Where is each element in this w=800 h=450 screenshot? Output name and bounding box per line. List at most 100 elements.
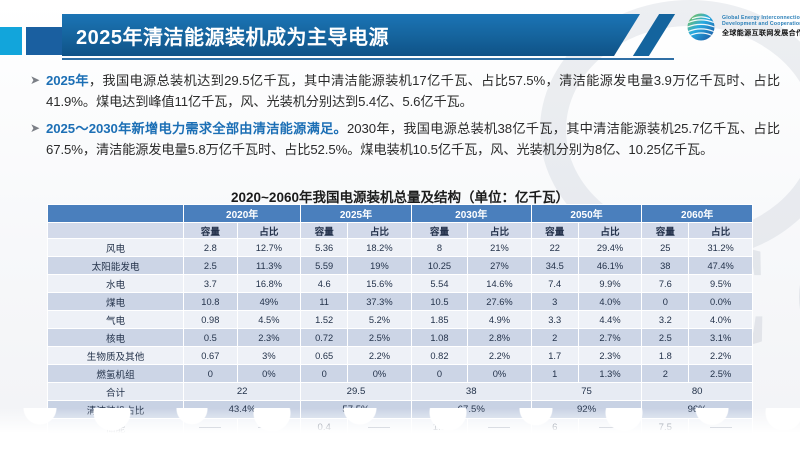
table-cell: 4.6 xyxy=(300,274,349,293)
table-row: 煤电 10.8 49% 11 37.3% 10.5 27.6% 3 4.0% 0 0.0% xyxy=(46,292,753,311)
table-cell: 2.3% xyxy=(236,328,302,347)
bullet-highlight-1: 2025年 xyxy=(46,73,89,88)
table-row-label: 合计 xyxy=(46,382,185,401)
logo-cn-name: 全球能源互联网发展合作组织 xyxy=(722,29,800,37)
table-cell: 5.36 xyxy=(300,238,349,257)
table-head: 2020年 2025年 2030年 2050年 2060年 容量 占比 容量 占比 容量 占比 容量… xyxy=(46,204,753,239)
table-cell: 6 xyxy=(530,418,579,437)
table-cell: 27.6% xyxy=(467,292,532,311)
table-cell: 22 xyxy=(183,382,302,401)
table-cell: 0 xyxy=(300,364,349,383)
table-cell: 1.52 xyxy=(300,310,349,329)
table-cell: 0.98 xyxy=(183,310,238,329)
table-cell: 67.5% xyxy=(410,400,532,419)
table-cell: 7.5 xyxy=(641,418,690,437)
table-cell: 11.3% xyxy=(236,256,302,275)
table-cell xyxy=(467,418,532,437)
table-cell: 2 xyxy=(530,328,579,347)
page-number: 21 xyxy=(768,408,784,424)
table-header-subs: 容量 占比 容量 占比 容量 占比 容量 占比 容量 占比 xyxy=(46,222,753,239)
table-cell: 92% xyxy=(530,400,643,419)
bullet-body-1: ，我国电源总装机达到29.5亿千瓦，其中清洁能源装机17亿千瓦、占比57.5%，… xyxy=(46,73,780,109)
table-cell: 9.9% xyxy=(577,274,643,293)
table-year-header-1: 2025年 xyxy=(300,204,412,223)
table-subheader-4-1: 占比 xyxy=(688,222,753,239)
table-cell: 4.9% xyxy=(467,310,532,329)
table-cell: 46.1% xyxy=(577,256,643,275)
table-cell: 0.4 xyxy=(300,418,349,437)
table-cell: 9.5% xyxy=(688,274,753,293)
table-cell: 43.4% xyxy=(183,400,302,419)
table-cell: 19% xyxy=(347,256,412,275)
bullet-text-2: 2025～2030年新增电力需求全部由清洁能源满足。2030年，我国电源总装机3… xyxy=(46,118,780,160)
table-cell: 14.6% xyxy=(467,274,532,293)
slide-header: 2025年清洁能源装机成为主导电源 xyxy=(0,0,800,66)
table-cell: 3.1% xyxy=(688,328,753,347)
table-cell: 2.2% xyxy=(688,346,753,365)
table-cell: 5.59 xyxy=(300,256,349,275)
title-bar: 2025年清洁能源装机成为主导电源 xyxy=(62,14,640,56)
logo-en-line1: Global Energy Interconnection xyxy=(722,15,800,21)
table-cell xyxy=(577,418,643,437)
table-cell: 31.2% xyxy=(688,238,753,257)
table-cell: 2.5 xyxy=(641,328,690,347)
table-cell: 4.5% xyxy=(236,310,302,329)
table-subheader-corner xyxy=(46,222,185,239)
table-cell: 15.6% xyxy=(347,274,412,293)
table-cell: 37.3% xyxy=(347,292,412,311)
table-row-label: 煤电 xyxy=(46,292,185,311)
title-underline xyxy=(62,58,674,60)
table-cell: 10.25 xyxy=(410,256,469,275)
table-cell: 5.54 xyxy=(410,274,469,293)
table-row-label: 水电 xyxy=(46,274,185,293)
table-subheader-0-0: 容量 xyxy=(183,222,238,239)
table-cell xyxy=(236,418,302,437)
table-cell: 0.67 xyxy=(183,346,238,365)
table-cell: 2.3% xyxy=(577,346,643,365)
table-row-label: 气电 xyxy=(46,310,185,329)
table-row: 风电 2.8 12.7% 5.36 18.2% 8 21% 22 29.4% 25 31.2% xyxy=(46,238,753,257)
table-cell: 12.7% xyxy=(236,238,302,257)
table-cell: 10.5 xyxy=(410,292,469,311)
table-cell: 1.3 xyxy=(410,418,469,437)
table-cell: 29.5 xyxy=(300,382,412,401)
table-cell: 18.2% xyxy=(347,238,412,257)
table-cell xyxy=(347,418,412,437)
table-cell: 0 xyxy=(183,364,238,383)
logo-text-block: Global Energy Interconnection Developmen… xyxy=(722,15,800,38)
bullet-item-1: ➤ 2025年，我国电源总装机达到29.5亿千瓦，其中清洁能源装机17亿千瓦、占… xyxy=(30,70,780,112)
table-cell: 2.5% xyxy=(347,328,412,347)
table-row-total: 合计 22 29.5 38 75 80 xyxy=(46,382,753,401)
bullet-list: ➤ 2025年，我国电源总装机达到29.5亿千瓦，其中清洁能源装机17亿千瓦、占… xyxy=(30,70,780,166)
table-cell: 80 xyxy=(641,382,753,401)
table-cell: 8 xyxy=(410,238,469,257)
table-cell xyxy=(688,418,753,437)
table-cell: 1.8 xyxy=(641,346,690,365)
table-cell: 10.8 xyxy=(183,292,238,311)
table-subheader-2-1: 占比 xyxy=(467,222,532,239)
table-subheader-0-1: 占比 xyxy=(236,222,302,239)
table-year-header-3: 2050年 xyxy=(530,204,643,223)
table-cell: 11 xyxy=(300,292,349,311)
bullet-item-2: ➤ 2025～2030年新增电力需求全部由清洁能源满足。2030年，我国电源总装… xyxy=(30,118,780,160)
globe-icon xyxy=(687,13,715,41)
table-cell: 1.08 xyxy=(410,328,469,347)
table-row: 水电 3.7 16.8% 4.6 15.6% 5.54 14.6% 7.4 9.9% 7.6 9.5… xyxy=(46,274,753,293)
table-cell: 38 xyxy=(641,256,690,275)
table-row-label: 储能 xyxy=(46,418,185,437)
table-cell: 2.2% xyxy=(467,346,532,365)
table-cell: 0% xyxy=(467,364,532,383)
table-cell: 16.8% xyxy=(236,274,302,293)
table-cell: 2.7% xyxy=(577,328,643,347)
table-title: 2020~2060年我国电源装机总量及结构（单位：亿千瓦） xyxy=(231,190,569,205)
bullet-arrow-icon: ➤ xyxy=(30,121,41,135)
table-row-storage: 储能 0.4 1.3 6 7.5 xyxy=(46,418,753,437)
table-row: 气电 0.98 4.5% 1.52 5.2% 1.85 4.9% 3.3 4.4% 3.2 4.0% xyxy=(46,310,753,329)
table-cell: 29.4% xyxy=(577,238,643,257)
table-cell: 0 xyxy=(410,364,469,383)
table-cell: 5.2% xyxy=(347,310,412,329)
table-subheader-3-0: 容量 xyxy=(530,222,579,239)
table-cell: 3 xyxy=(530,292,579,311)
table-cell: 25 xyxy=(641,238,690,257)
